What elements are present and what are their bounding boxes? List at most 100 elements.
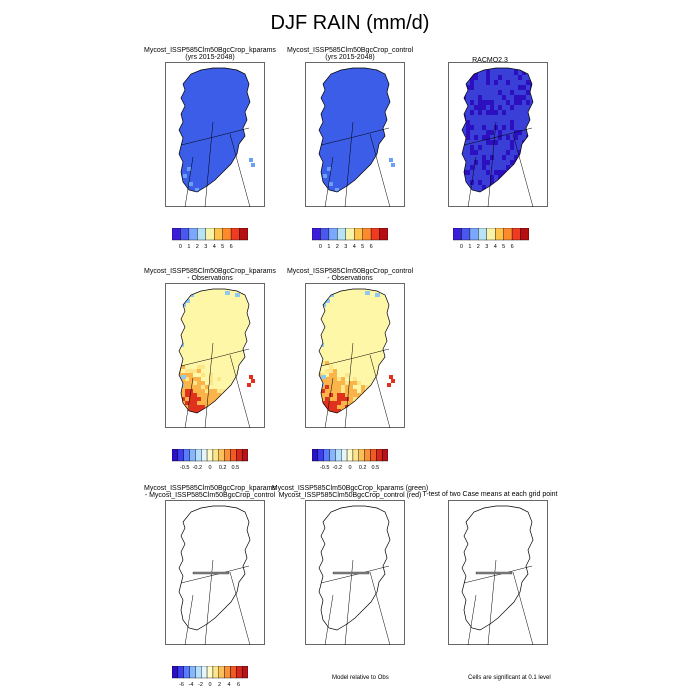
racmo-cell bbox=[506, 165, 510, 170]
diff-cell bbox=[185, 393, 189, 397]
colorbar-swatch bbox=[201, 448, 208, 462]
graticule-line bbox=[320, 127, 390, 146]
diff-cell bbox=[321, 303, 326, 307]
ice-sheet-fill bbox=[319, 68, 390, 192]
coastal-cell bbox=[389, 158, 393, 162]
racmo-cell bbox=[494, 125, 498, 130]
graticule-line bbox=[180, 348, 250, 367]
racmo-cell bbox=[470, 100, 474, 105]
racmo-cell bbox=[526, 165, 530, 170]
diff-cell bbox=[189, 381, 193, 385]
diff-cell bbox=[201, 389, 205, 393]
colorbar-swatch bbox=[206, 665, 214, 679]
colorbar-swatch bbox=[230, 448, 237, 462]
racmo-cell bbox=[470, 145, 474, 150]
colorbar-tick-label: 0 bbox=[179, 244, 182, 250]
diff-cell bbox=[329, 401, 333, 405]
colorbar-5: -0.5 -0.2 0 0.2 0.5 bbox=[311, 448, 389, 475]
racmo-cell bbox=[518, 165, 522, 170]
diff-cell bbox=[221, 401, 225, 405]
diff-cell bbox=[181, 393, 185, 397]
panel-frame bbox=[165, 283, 265, 428]
diff-cell bbox=[357, 401, 361, 405]
racmo-cell bbox=[506, 150, 510, 155]
colorbar-tick-label: -6 bbox=[179, 682, 184, 688]
coastal-cell bbox=[329, 182, 333, 186]
colorbar-swatch bbox=[323, 448, 330, 462]
diff-cell bbox=[201, 417, 205, 421]
racmo-cell bbox=[486, 100, 490, 105]
diff-cell bbox=[221, 393, 225, 397]
racmo-cell bbox=[462, 90, 466, 95]
racmo-cell bbox=[514, 70, 518, 75]
diff-cell bbox=[333, 413, 337, 417]
diff-cell bbox=[369, 397, 373, 401]
diff-cell bbox=[349, 385, 353, 389]
graticule-line bbox=[180, 565, 250, 584]
panel-8-title-line1: T-test of two Case means at each grid po… bbox=[422, 491, 558, 498]
diff-cell bbox=[349, 413, 353, 417]
racmo-cell bbox=[506, 80, 510, 85]
diff-cell bbox=[217, 405, 221, 409]
colorbar-swatch bbox=[352, 448, 359, 462]
diff-cell bbox=[209, 377, 213, 381]
graticule-line bbox=[180, 127, 250, 146]
diff-cell bbox=[319, 389, 321, 393]
racmo-cell bbox=[490, 105, 494, 110]
diff-cell bbox=[319, 383, 324, 387]
graticule-line bbox=[324, 377, 334, 428]
diff-cell bbox=[185, 373, 189, 377]
diff-cell bbox=[229, 413, 233, 417]
colorbar-swatch bbox=[379, 227, 389, 241]
diff-cell bbox=[369, 389, 373, 393]
diff-cell bbox=[233, 405, 237, 409]
diff-cell bbox=[375, 293, 380, 297]
racmo-cell bbox=[506, 100, 510, 105]
diff-cell bbox=[329, 369, 333, 373]
diff-cell bbox=[369, 401, 373, 405]
racmo-cell bbox=[498, 75, 502, 80]
diff-cell bbox=[213, 413, 217, 417]
graticule-line bbox=[467, 594, 477, 645]
diff-cell bbox=[185, 417, 189, 421]
colorbar-swatch bbox=[230, 665, 237, 679]
racmo-cell bbox=[474, 160, 478, 165]
diff-cell bbox=[197, 381, 201, 385]
diff-cell bbox=[177, 417, 181, 421]
diff-cell bbox=[325, 401, 329, 405]
diff-cell bbox=[213, 409, 217, 413]
diff-cell bbox=[185, 381, 189, 385]
diff-cell bbox=[321, 409, 325, 413]
racmo-cell bbox=[470, 150, 474, 155]
diff-cell bbox=[325, 361, 329, 365]
diff-cell bbox=[369, 405, 373, 409]
diff-cell bbox=[349, 409, 353, 413]
colorbar-swatch bbox=[171, 448, 179, 462]
colorbar-tick-label: 1 bbox=[468, 244, 471, 250]
diff-cell bbox=[189, 397, 193, 401]
diff-cell bbox=[197, 405, 201, 409]
diff-cell bbox=[209, 381, 213, 385]
diff-cell bbox=[193, 409, 197, 413]
racmo-cell bbox=[530, 75, 533, 80]
coastal-cell bbox=[391, 163, 395, 167]
diff-cell bbox=[325, 417, 329, 421]
racmo-cell bbox=[490, 100, 494, 105]
diff-cell bbox=[233, 409, 237, 413]
colorbar-tick-label: 3 bbox=[204, 244, 207, 250]
racmo-cell bbox=[510, 170, 514, 175]
colorbar-swatch bbox=[461, 227, 471, 241]
coastal-cell bbox=[183, 174, 187, 178]
diff-cell bbox=[201, 385, 205, 389]
colorbar-swatch bbox=[337, 227, 346, 241]
colorbar-tick-label: 5 bbox=[221, 244, 224, 250]
racmo-cell bbox=[486, 110, 490, 115]
racmo-cell bbox=[474, 105, 478, 110]
panel-3-title-line1: RACMO2.3 bbox=[472, 57, 508, 64]
colorbar-swatch bbox=[335, 448, 342, 462]
significance-note: Cells are significant at 0.1 level bbox=[468, 675, 551, 681]
diff-cell bbox=[369, 409, 373, 413]
racmo-cell bbox=[498, 130, 502, 135]
